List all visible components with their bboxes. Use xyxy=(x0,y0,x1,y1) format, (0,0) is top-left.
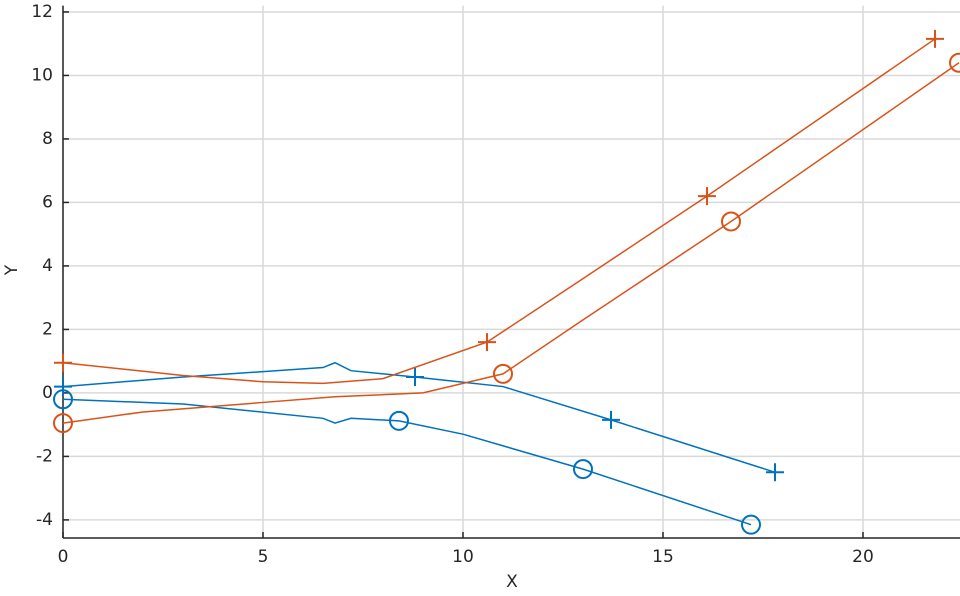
series-line xyxy=(62,398,752,526)
x-axis-label: X xyxy=(506,572,518,592)
circle-marker xyxy=(949,52,960,73)
circle-marker xyxy=(741,514,761,535)
plus-marker xyxy=(54,377,72,396)
series-line xyxy=(62,38,936,385)
y-tick-label: 2 xyxy=(42,319,53,339)
circle-marker xyxy=(721,211,741,232)
plus-marker xyxy=(54,353,72,372)
x-tick-label: 10 xyxy=(452,547,474,567)
y-tick-label: 6 xyxy=(42,192,53,212)
series-line xyxy=(62,62,960,424)
plus-marker xyxy=(478,333,496,352)
circle-marker xyxy=(53,413,73,434)
y-tick-label: -2 xyxy=(36,446,53,466)
series-line xyxy=(62,361,776,473)
x-tick-label: 5 xyxy=(258,547,269,567)
plus-marker xyxy=(406,368,424,387)
y-tick-label: 10 xyxy=(31,65,53,85)
circle-marker xyxy=(53,389,73,410)
x-tick-label: 20 xyxy=(852,547,874,567)
plus-marker xyxy=(766,463,784,482)
circle-marker xyxy=(573,459,593,480)
y-tick-label: -4 xyxy=(36,510,53,530)
plus-marker xyxy=(926,29,944,48)
y-tick-label: 4 xyxy=(42,256,53,276)
circle-marker xyxy=(389,410,409,431)
y-axis-label: Y xyxy=(2,264,22,276)
x-tick-label: 0 xyxy=(58,547,69,567)
x-tick-label: 15 xyxy=(652,547,674,567)
y-tick-label: 0 xyxy=(42,383,53,403)
y-tick-label: 8 xyxy=(42,129,53,149)
plus-marker xyxy=(602,410,620,429)
y-tick-label: 12 xyxy=(31,2,53,22)
circle-marker xyxy=(493,363,513,384)
plus-marker xyxy=(698,187,716,206)
